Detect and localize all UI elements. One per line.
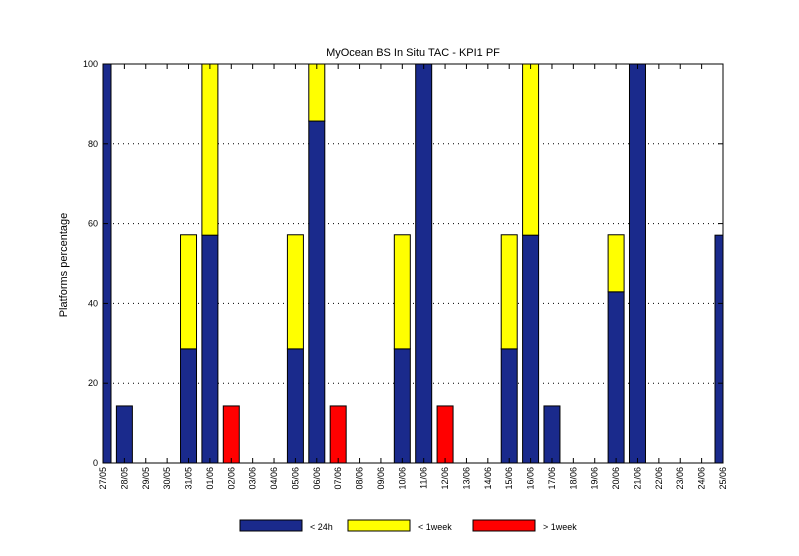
x-tick-label: 17/06 [547,467,557,490]
x-tick-labels: 27/05 28/05 29/05 30/05 31/05 01/06 02/06 03/06… [98,467,728,490]
x-tick-label: 12/06 [440,467,450,490]
y-tick-labels: 0 20 40 60 80 100 [83,59,98,468]
bar-segment [607,234,625,293]
bar-segment [628,63,646,464]
bar-segment [607,291,625,464]
y-tick-label: 60 [88,219,98,229]
legend-swatch [347,519,411,532]
x-tick-label: 23/06 [675,467,685,490]
y-tick-label: 80 [88,139,98,149]
plot-frame [102,63,724,464]
x-tick-label: 24/06 [697,467,707,490]
bar-segment [308,120,326,464]
bar-segment [393,234,411,350]
y-tick-label: 100 [83,59,98,69]
legend-swatch [472,519,536,532]
x-tick-label: 02/06 [226,467,236,490]
bar-segment [115,405,133,464]
legend: < 24h < 1week > 1week [239,519,577,532]
x-tick-label: 05/06 [290,467,300,490]
legend-label: < 24h [310,522,333,532]
bar-segment [522,234,540,464]
x-tick-label: 06/06 [312,467,322,490]
bars [102,63,724,464]
chart-title: MyOcean BS In Situ TAC - KPI1 PF [326,47,500,59]
x-tick-label: 11/06 [419,467,429,489]
x-tick-label: 29/05 [141,467,151,490]
x-tick-label: 22/06 [654,467,664,490]
x-tick-label: 16/06 [526,467,536,490]
y-axis-label: Platforms percentage [58,213,70,318]
x-tick-label: 19/06 [590,467,600,490]
y-tick-label: 0 [93,458,98,468]
y-tick-label: 20 [88,378,98,388]
x-tick-label: 14/06 [483,467,493,490]
y-tick-label: 40 [88,298,98,308]
x-tick-label: 31/05 [184,467,194,490]
bar-segment [393,348,411,464]
legend-swatch [239,519,303,532]
bar-segment [102,63,112,464]
legend-label: > 1week [543,522,577,532]
ticks [102,63,724,464]
x-tick-label: 01/06 [205,467,215,490]
x-tick-label: 30/05 [162,467,172,490]
legend-label: < 1week [418,522,452,532]
bar-segment [543,405,561,464]
bar-segment [201,63,219,236]
bar-segment [500,234,518,350]
bar-segment [714,234,724,464]
x-tick-label: 15/06 [504,467,514,490]
bar-segment [222,405,240,464]
x-tick-label: 20/06 [611,467,621,490]
bar-segment [180,348,198,464]
bar-segment [308,63,326,122]
x-tick-label: 03/06 [248,467,258,490]
bar-segment [500,348,518,464]
x-tick-label: 13/06 [461,467,471,490]
bar-segment [522,63,540,236]
bar-segment [201,234,219,464]
x-tick-label: 04/06 [269,467,279,490]
x-tick-label: 21/06 [632,467,642,490]
bar-segment [286,234,304,350]
grid [103,143,723,384]
bar-segment [329,405,347,464]
bar-segment [415,63,433,464]
bar-segment [286,348,304,464]
x-tick-label: 18/06 [568,467,578,490]
x-tick-label: 07/06 [333,467,343,490]
bar-segment [180,234,198,350]
x-tick-label: 28/05 [119,467,129,490]
x-tick-label: 25/06 [718,467,728,490]
x-tick-label: 10/06 [397,467,407,490]
bar-segment [436,405,454,464]
x-tick-label: 08/06 [355,467,365,490]
x-tick-label: 09/06 [376,467,386,490]
x-tick-label: 27/05 [98,467,108,490]
